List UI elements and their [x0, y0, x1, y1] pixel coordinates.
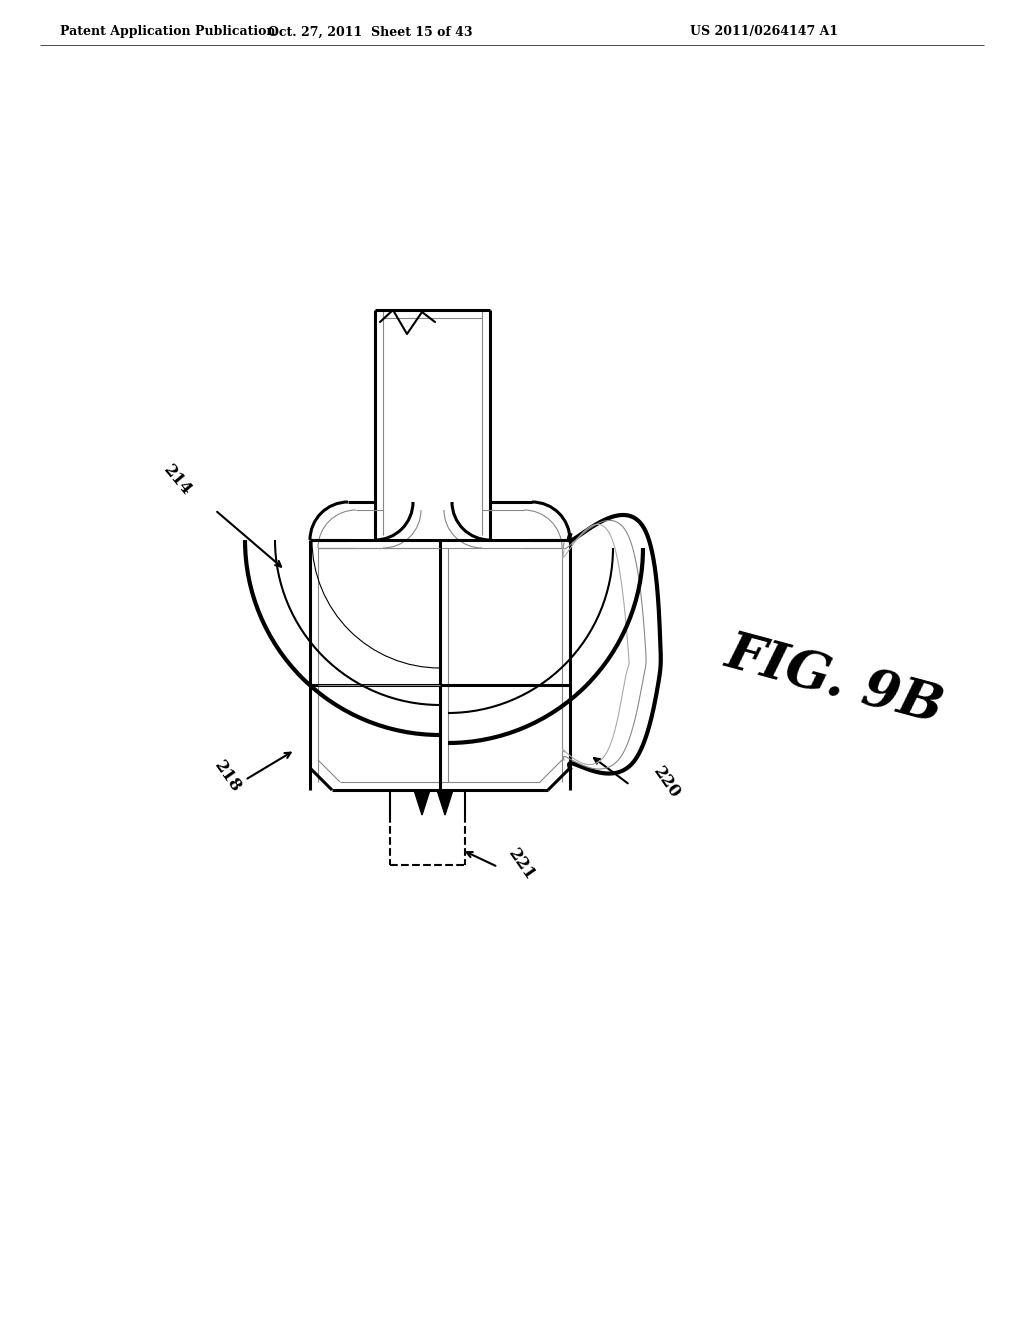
Text: 221: 221: [505, 846, 539, 884]
Polygon shape: [414, 789, 430, 814]
Text: FIG. 9B: FIG. 9B: [720, 627, 949, 734]
Text: Oct. 27, 2011  Sheet 15 of 43: Oct. 27, 2011 Sheet 15 of 43: [267, 25, 472, 38]
Text: Patent Application Publication: Patent Application Publication: [60, 25, 275, 38]
Polygon shape: [437, 789, 453, 814]
Text: 220: 220: [650, 764, 684, 803]
Text: US 2011/0264147 A1: US 2011/0264147 A1: [690, 25, 838, 38]
Text: 218: 218: [211, 758, 245, 796]
Text: 214: 214: [160, 462, 195, 499]
